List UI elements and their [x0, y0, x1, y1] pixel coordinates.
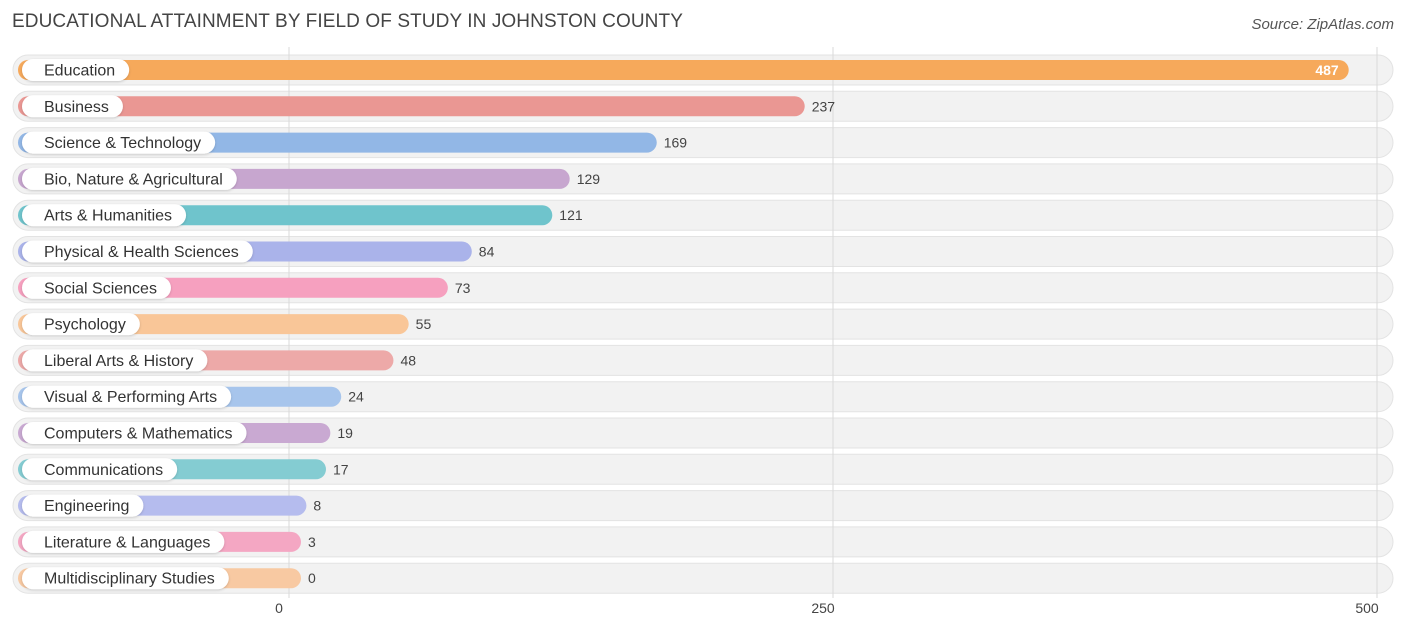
- category-label-pill: [22, 349, 208, 372]
- x-axis-ticks: 0 250 500: [275, 600, 1379, 616]
- category-label-pill: [22, 95, 123, 118]
- category-label: Arts & Humanities: [44, 208, 172, 225]
- category-label: Physical & Health Sciences: [44, 244, 239, 261]
- bar-group[interactable]: Physical & Health Sciences 84: [18, 240, 495, 263]
- value-label: 8: [313, 498, 321, 514]
- value-label: 19: [337, 425, 353, 441]
- bar-group[interactable]: Social Sciences 73: [18, 276, 471, 299]
- category-label-pill: [22, 167, 237, 190]
- value-label: 487: [1315, 62, 1339, 78]
- category-label: Business: [44, 99, 109, 116]
- bar-group[interactable]: Liberal Arts & History 48: [18, 349, 416, 372]
- gridlines: [288, 47, 1378, 598]
- category-label-pill: [22, 422, 247, 444]
- category-label: Communications: [44, 462, 163, 479]
- x-tick-label: 250: [811, 600, 835, 616]
- bar-group[interactable]: Business 237: [18, 95, 836, 118]
- value-label: 129: [577, 171, 601, 187]
- value-label: 73: [455, 280, 471, 296]
- bar-group[interactable]: Communications 17: [18, 458, 349, 481]
- x-tick-label: 500: [1355, 600, 1379, 616]
- value-label: 24: [348, 389, 364, 405]
- category-label-pill: [22, 59, 130, 81]
- category-label-pill: [22, 131, 216, 154]
- category-label-pill: [22, 567, 229, 590]
- value-label: 0: [308, 570, 316, 586]
- category-label: Bio, Nature & Agricultural: [44, 171, 223, 188]
- category-label-pill: [22, 240, 253, 263]
- value-label: 55: [416, 316, 432, 332]
- bar-group[interactable]: Bio, Nature & Agricultural 129: [18, 167, 601, 190]
- category-label-pill: [22, 276, 171, 299]
- category-label-pill: [22, 458, 178, 481]
- bar-group[interactable]: Engineering 8: [18, 494, 321, 517]
- category-label-pill: [22, 313, 140, 336]
- bar-group[interactable]: Arts & Humanities 121: [18, 204, 583, 227]
- bar-group[interactable]: Psychology 55: [18, 313, 432, 336]
- category-label: Social Sciences: [44, 280, 157, 297]
- category-label: Psychology: [44, 317, 126, 334]
- bar[interactable]: [18, 96, 805, 117]
- category-label-pill: [22, 385, 232, 408]
- category-label: Multidisciplinary Studies: [44, 571, 215, 588]
- category-label: Computers & Mathematics: [44, 426, 233, 443]
- chart-source: Source: ZipAtlas.com: [1251, 16, 1394, 33]
- x-tick-label: 0: [275, 600, 283, 616]
- bar-group[interactable]: Literature & Languages 3: [18, 530, 316, 553]
- value-label: 3: [308, 534, 316, 550]
- category-label-pill: [22, 204, 187, 227]
- bar-group[interactable]: Science & Technology 169: [18, 131, 688, 154]
- category-label: Visual & Performing Arts: [44, 389, 217, 406]
- category-label: Engineering: [44, 498, 129, 515]
- bar-group[interactable]: Education 487: [18, 59, 1349, 81]
- value-label: 17: [333, 461, 349, 477]
- category-label: Liberal Arts & History: [44, 353, 193, 370]
- category-label-pill: [22, 494, 144, 517]
- category-label: Literature & Languages: [44, 534, 210, 551]
- value-label: 169: [664, 135, 688, 151]
- bar-group[interactable]: Visual & Performing Arts 24: [18, 385, 364, 408]
- bars: Education 487 Business 237 Science & Technol…: [18, 59, 1349, 590]
- category-label-pill: [22, 530, 225, 553]
- value-label: 84: [479, 244, 495, 260]
- bar[interactable]: [18, 60, 1349, 80]
- chart-title: EDUCATIONAL ATTAINMENT BY FIELD OF STUDY…: [12, 11, 683, 32]
- value-label: 48: [400, 352, 416, 368]
- bar-group[interactable]: Multidisciplinary Studies 0: [18, 567, 316, 590]
- value-label: 237: [812, 98, 836, 114]
- category-label: Education: [44, 63, 115, 80]
- category-label: Science & Technology: [44, 135, 201, 152]
- value-label: 121: [559, 207, 583, 223]
- bar-group[interactable]: Computers & Mathematics 19: [18, 422, 353, 444]
